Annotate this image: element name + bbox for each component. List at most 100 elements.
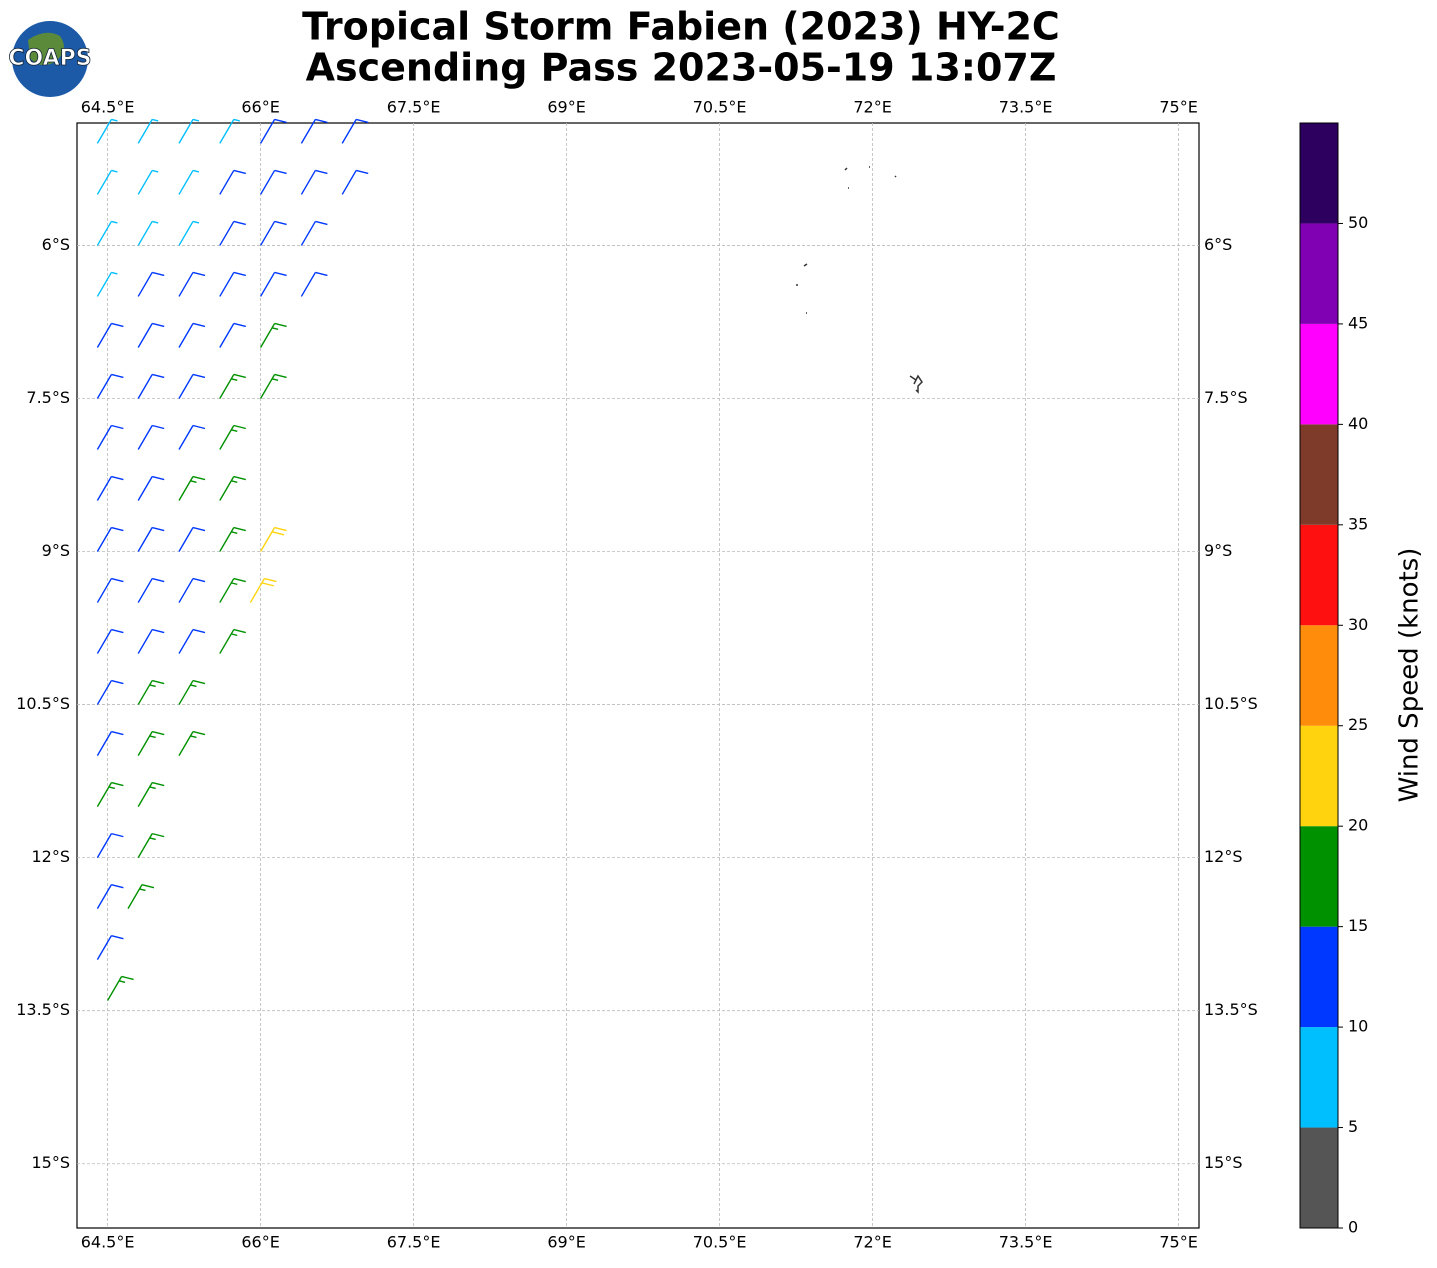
x-tick-label: 64.5°E (81, 98, 135, 117)
colorbar-tick-label: 50 (1348, 213, 1368, 232)
wind-barb (219, 322, 246, 348)
wind-barb (96, 934, 124, 961)
y-tick-label: 12°S (31, 847, 70, 866)
wind-barb (137, 271, 165, 297)
colorbar-band (1300, 123, 1338, 224)
wind-barb (259, 220, 287, 246)
x-tick-label: 73.5°E (999, 1233, 1053, 1252)
colorbar-band (1300, 826, 1338, 927)
wind-barb (178, 169, 200, 195)
wind-barb (96, 679, 124, 705)
wind-barb (219, 271, 246, 297)
colorbar-tick-label: 40 (1348, 414, 1368, 433)
wind-barb (219, 577, 246, 603)
wind-barb (219, 373, 246, 399)
wind-barb (178, 628, 206, 654)
wind-barb (96, 730, 124, 756)
x-tick-label: 72°E (853, 1233, 891, 1252)
x-tick-label: 67.5°E (387, 98, 441, 117)
y-tick-label: 10.5°S (1204, 694, 1258, 713)
colorbar-band (1300, 424, 1338, 525)
wind-barb (137, 424, 165, 450)
wind-barb (300, 220, 328, 246)
wind-barb (137, 373, 165, 399)
wind-barb (178, 322, 206, 348)
y-tick-label: 9°S (42, 541, 70, 560)
wind-barb (178, 220, 200, 246)
wind-barb (300, 118, 328, 144)
wind-barb (259, 169, 287, 195)
colorbar-band (1300, 1027, 1338, 1128)
wind-barb (137, 169, 159, 195)
wind-barb (127, 883, 155, 909)
y-tick-label: 15°S (31, 1153, 70, 1172)
wind-barb (259, 526, 287, 552)
wind-barb (96, 169, 118, 195)
x-tick-label: 66°E (241, 98, 279, 117)
wind-barb (137, 526, 165, 552)
x-tick-label: 64.5°E (81, 1233, 135, 1252)
x-tick-label: 72°E (853, 98, 891, 117)
wind-barb (96, 526, 124, 552)
y-tick-label: 10.5°S (16, 694, 70, 713)
wind-barb (219, 475, 246, 501)
wind-barb (137, 832, 165, 858)
y-tick-label: 7.5°S (1204, 388, 1248, 407)
wind-barb (137, 118, 159, 144)
wind-barb (178, 679, 206, 705)
colorbar-label: Wind Speed (knots) (1395, 548, 1425, 803)
wind-barb (178, 271, 206, 297)
wind-barb (178, 577, 206, 603)
wind-barb (96, 271, 118, 297)
colorbar-band (1300, 323, 1338, 425)
colorbar-tick-label: 5 (1348, 1117, 1358, 1136)
island (909, 374, 923, 394)
wind-barb (106, 975, 134, 1001)
wind-barb (178, 475, 206, 501)
islands (796, 166, 923, 394)
wind-barb (96, 628, 124, 654)
y-tick-label: 6°S (1204, 235, 1232, 254)
x-tick-label: 66°E (241, 1233, 279, 1252)
colorbar-band (1300, 625, 1338, 726)
wind-barb (178, 424, 206, 450)
colorbar-tick-label: 0 (1348, 1218, 1358, 1237)
logo: COAPS (8, 21, 92, 97)
wind-barb (341, 118, 369, 144)
wind-barb (96, 373, 124, 399)
colorbar-tick-label: 20 (1348, 816, 1368, 835)
colorbar-tick-label: 10 (1348, 1017, 1368, 1036)
wind-barb (96, 220, 118, 246)
wind-barb (219, 169, 246, 195)
x-tick-label: 73.5°E (999, 98, 1053, 117)
wind-barb (96, 118, 118, 144)
wind-barb (259, 322, 287, 348)
y-tick-label: 7.5°S (26, 388, 70, 407)
wind-barbs (96, 118, 369, 1001)
x-tick-label: 69°E (547, 1233, 585, 1252)
colorbar-band (1300, 725, 1338, 827)
wind-barb (96, 781, 124, 807)
wind-barb (178, 730, 206, 756)
y-tick-label: 15°S (1204, 1153, 1243, 1172)
colorbar-band (1300, 524, 1338, 626)
colorbar-tick-label: 25 (1348, 715, 1368, 734)
wind-barb (178, 373, 206, 399)
colorbar-tick-label: 45 (1348, 313, 1368, 332)
wind-barb (219, 526, 246, 552)
wind-barb (341, 169, 369, 195)
wind-barb (259, 118, 287, 144)
x-tick-label: 75°E (1159, 98, 1197, 117)
wind-barb (259, 271, 287, 297)
wind-barb (96, 322, 124, 348)
wind-barb (137, 679, 165, 705)
wind-barb (137, 220, 159, 246)
colorbar-frame (1299, 122, 1339, 1229)
wind-barb (259, 373, 287, 399)
wind-barb (300, 271, 328, 297)
wind-barb (219, 118, 240, 144)
x-tick-label: 67.5°E (387, 1233, 441, 1252)
wind-barb (178, 118, 200, 144)
wind-barb (137, 322, 165, 348)
